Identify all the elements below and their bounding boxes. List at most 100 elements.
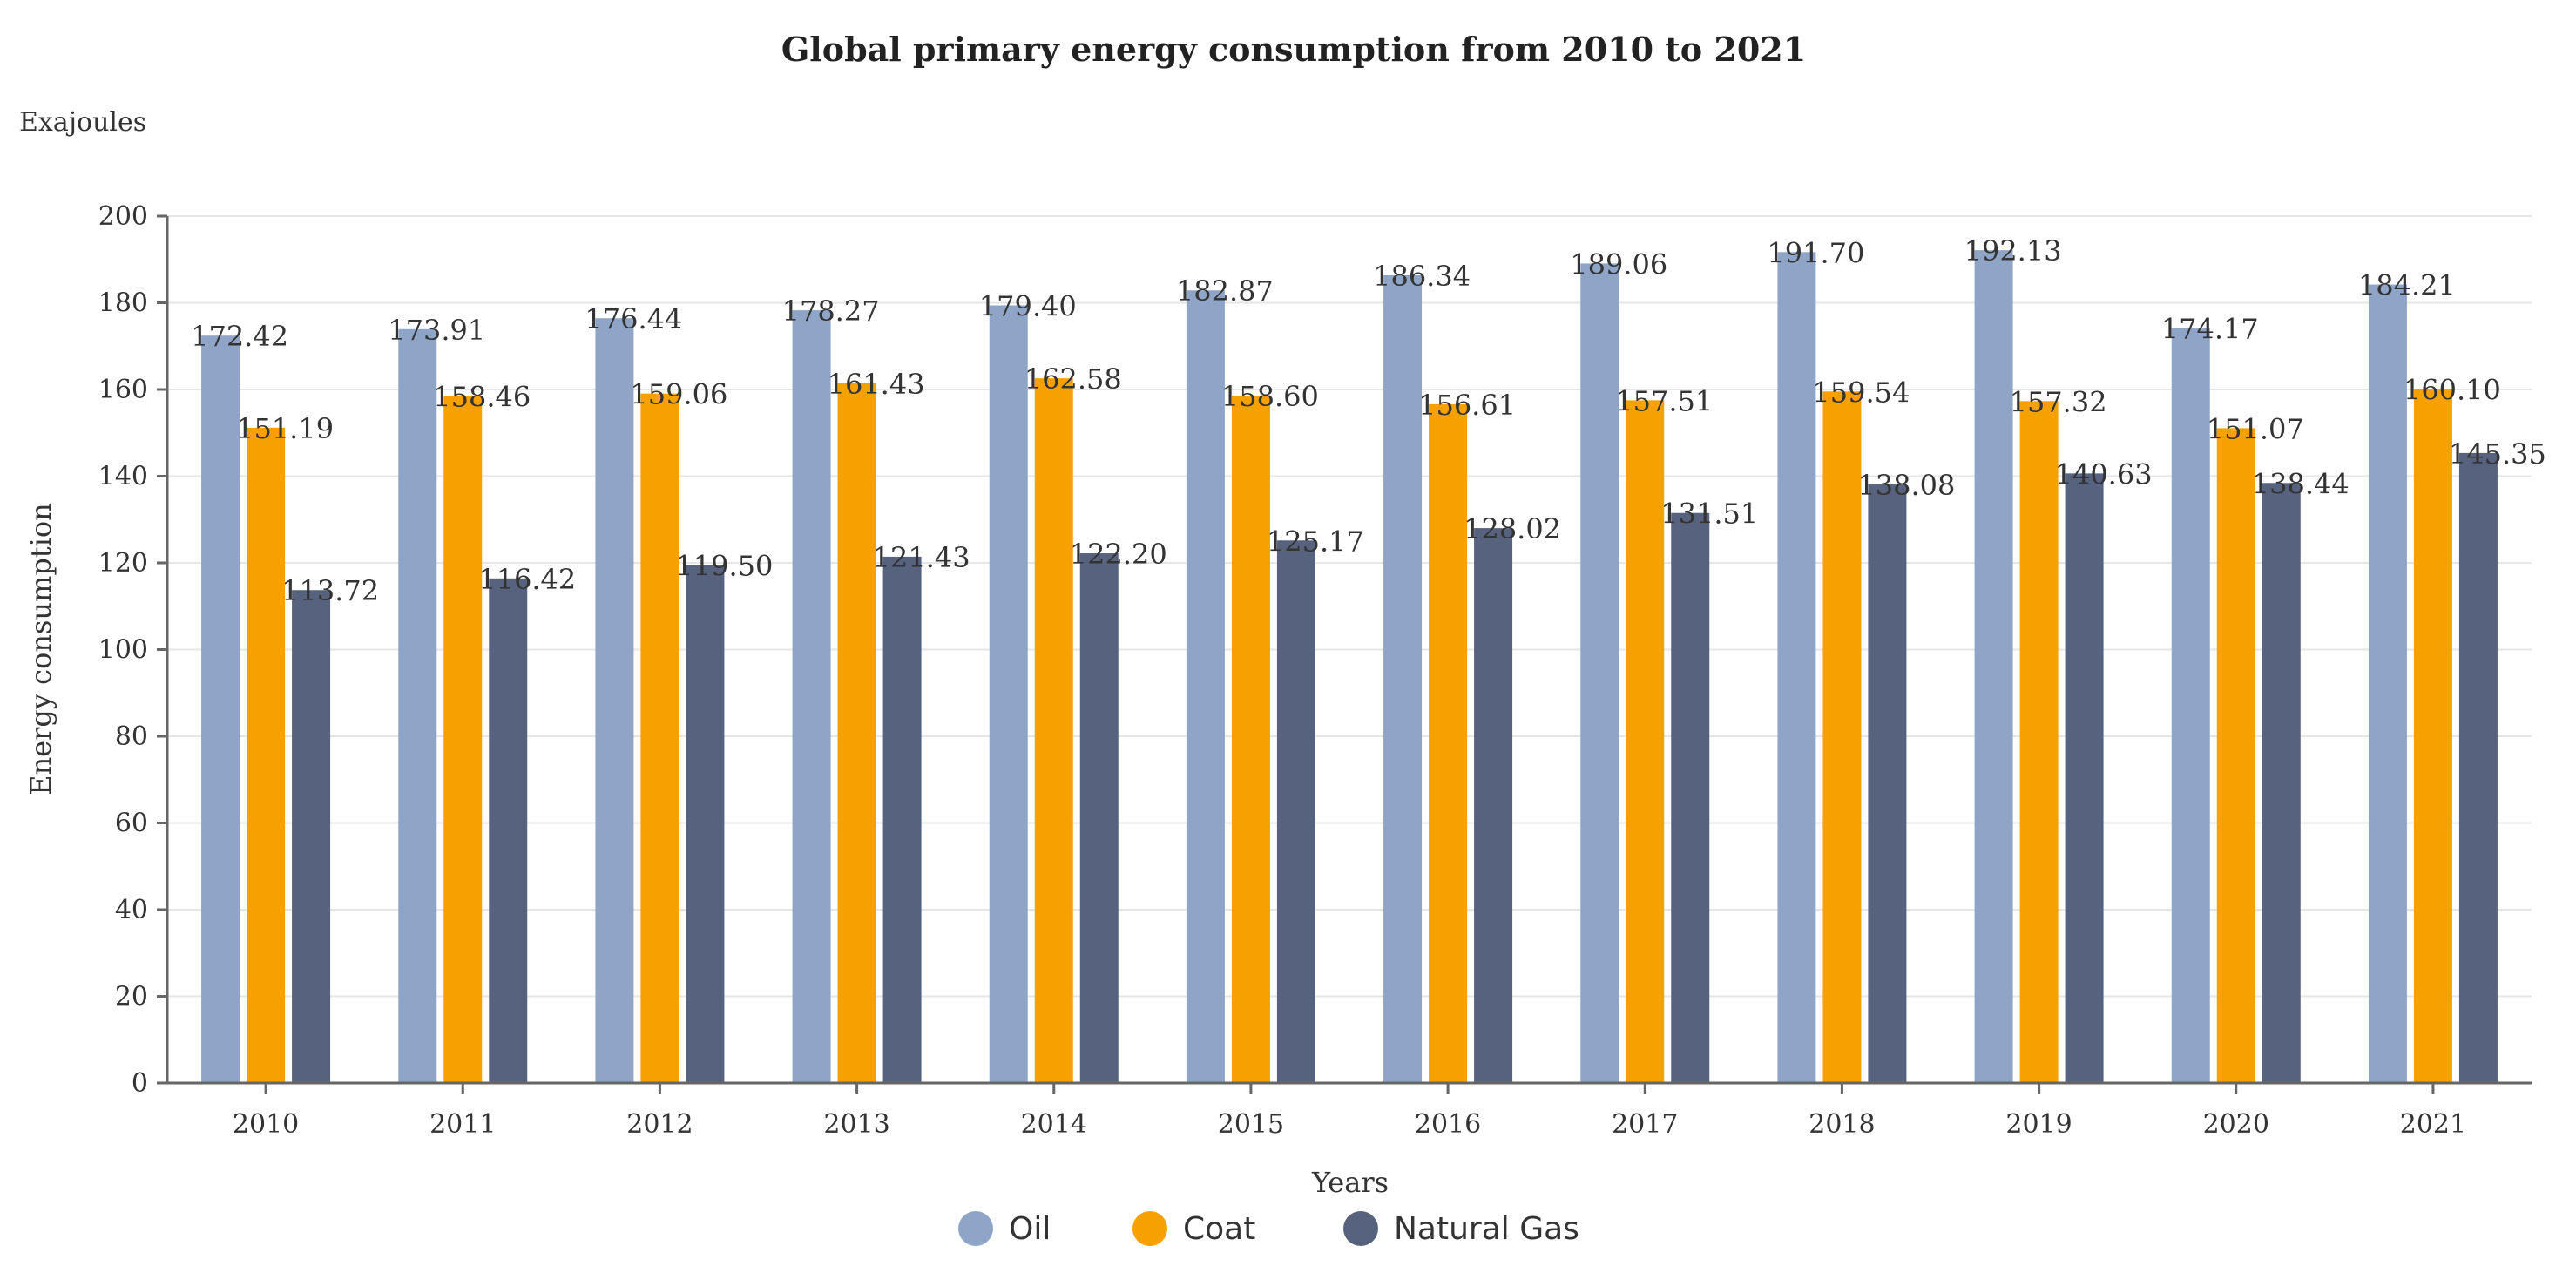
data-label: 151.07 xyxy=(2207,412,2304,445)
data-label: 184.21 xyxy=(2358,269,2456,302)
bar-natural-gas[interactable] xyxy=(1079,553,1119,1083)
grid-lines xyxy=(167,215,2532,998)
y-tick-label: 20 xyxy=(115,982,148,1012)
x-tick-label: 2019 xyxy=(2005,1109,2072,1140)
data-labels: 172.42 151.19 113.72 173.91 158.46 116.42 176.… xyxy=(191,234,2546,607)
y-tick-label: 0 xyxy=(132,1068,148,1099)
data-label: 189.06 xyxy=(1570,247,1667,281)
bar-natural-gas[interactable] xyxy=(2065,473,2104,1083)
bar-natural-gas[interactable] xyxy=(292,590,331,1083)
bar-coat[interactable] xyxy=(2216,428,2255,1083)
legend-marker-natural-gas xyxy=(1343,1211,1378,1246)
y-tick-label: 60 xyxy=(115,809,148,839)
data-label: 191.70 xyxy=(1767,236,1864,269)
bar-oil[interactable] xyxy=(1186,290,1225,1083)
data-label: 186.34 xyxy=(1373,260,1471,293)
data-label: 162.58 xyxy=(1024,362,1122,396)
data-label: 116.42 xyxy=(478,563,576,596)
data-label: 125.17 xyxy=(1267,525,1364,558)
bar-coat[interactable] xyxy=(837,383,876,1083)
x-tick-label: 2016 xyxy=(1415,1109,1481,1140)
bar-coat[interactable] xyxy=(1231,395,1270,1084)
data-label: 178.27 xyxy=(782,295,880,328)
data-label: 138.44 xyxy=(2252,467,2350,500)
legend-label[interactable]: Oil xyxy=(1009,1211,1051,1247)
y-tick-label: 40 xyxy=(115,895,148,925)
bar-coat[interactable] xyxy=(1429,403,1468,1084)
x-tick-label: 2020 xyxy=(2203,1109,2269,1140)
data-label: 138.08 xyxy=(1857,469,1955,502)
bar-oil[interactable] xyxy=(989,305,1028,1083)
legend: Oil Coat Natural Gas xyxy=(958,1211,1579,1247)
data-label: 156.61 xyxy=(1418,389,1516,422)
bar-coat[interactable] xyxy=(247,427,286,1084)
bar-natural-gas[interactable] xyxy=(686,565,725,1083)
legend-label[interactable]: Coat xyxy=(1183,1211,1255,1247)
y-tick-label: 100 xyxy=(98,635,148,666)
data-label: 131.51 xyxy=(1660,498,1758,531)
bar-natural-gas[interactable] xyxy=(489,578,528,1083)
x-tick-label: 2014 xyxy=(1021,1109,1087,1140)
data-label: 122.20 xyxy=(1070,538,1167,571)
bar-oil[interactable] xyxy=(595,318,634,1083)
data-label: 174.17 xyxy=(2161,313,2259,346)
data-label: 151.19 xyxy=(236,412,334,445)
bar-oil[interactable] xyxy=(398,328,437,1084)
unit-label: Exajoules xyxy=(19,107,146,138)
data-label: 176.44 xyxy=(585,302,682,335)
legend-label[interactable]: Natural Gas xyxy=(1394,1211,1579,1247)
bar-coat[interactable] xyxy=(640,393,679,1083)
x-tick-label: 2015 xyxy=(1218,1109,1284,1140)
y-tick-label: 200 xyxy=(98,201,148,232)
bar-natural-gas[interactable] xyxy=(1671,512,1710,1083)
data-label: 192.13 xyxy=(1964,234,2062,267)
data-label: 119.50 xyxy=(675,549,773,582)
data-label: 160.10 xyxy=(2404,374,2501,407)
bar-oil[interactable] xyxy=(2171,328,2210,1083)
data-label: 121.43 xyxy=(873,541,970,574)
bar-natural-gas[interactable] xyxy=(2458,452,2498,1083)
bar-oil[interactable] xyxy=(1580,263,1619,1083)
data-label: 140.63 xyxy=(2055,457,2153,491)
bar-coat[interactable] xyxy=(2413,389,2452,1083)
bar-oil[interactable] xyxy=(1974,250,2013,1083)
data-label: 182.87 xyxy=(1176,274,1274,308)
bar-series xyxy=(201,250,2498,1084)
x-axis-title: Years xyxy=(1311,1166,1389,1199)
data-label: 159.54 xyxy=(1812,376,1910,409)
data-label: 161.43 xyxy=(828,368,925,401)
data-label: 159.06 xyxy=(630,378,727,411)
bar-natural-gas[interactable] xyxy=(1276,540,1315,1083)
data-label: 157.51 xyxy=(1615,384,1713,417)
legend-marker-coat xyxy=(1132,1211,1167,1246)
bar-coat[interactable] xyxy=(1034,378,1073,1083)
bar-coat[interactable] xyxy=(2019,401,2059,1083)
data-label: 158.46 xyxy=(433,381,531,414)
data-label: 172.42 xyxy=(191,320,288,353)
data-label: 145.35 xyxy=(2449,437,2546,471)
chart-title: Global primary energy consumption from 2… xyxy=(781,30,1806,69)
data-label: 173.91 xyxy=(388,314,485,347)
y-tick-label: 120 xyxy=(98,548,148,579)
bar-oil[interactable] xyxy=(201,335,240,1083)
bar-oil[interactable] xyxy=(792,310,831,1083)
bar-oil[interactable] xyxy=(1383,274,1423,1083)
bar-coat[interactable] xyxy=(443,396,483,1083)
x-tick-label: 2017 xyxy=(1612,1109,1678,1140)
bar-natural-gas[interactable] xyxy=(2262,483,2301,1083)
y-tick-label: 140 xyxy=(98,462,148,492)
y-tick-label: 160 xyxy=(98,375,148,405)
x-tick-label: 2018 xyxy=(1809,1109,1875,1140)
bar-coat[interactable] xyxy=(1822,391,1862,1083)
bar-natural-gas[interactable] xyxy=(1868,484,1907,1083)
x-tick-label: 2013 xyxy=(823,1109,889,1140)
bar-oil[interactable] xyxy=(1777,252,1816,1084)
bar-coat[interactable] xyxy=(1626,400,1665,1083)
bar-oil[interactable] xyxy=(2368,284,2407,1083)
bar-natural-gas[interactable] xyxy=(882,556,922,1083)
x-tick-label: 2012 xyxy=(626,1109,693,1140)
bar-natural-gas[interactable] xyxy=(1474,528,1513,1083)
y-axis-title: Energy consumption xyxy=(24,503,57,796)
y-tick-label: 80 xyxy=(115,721,148,752)
